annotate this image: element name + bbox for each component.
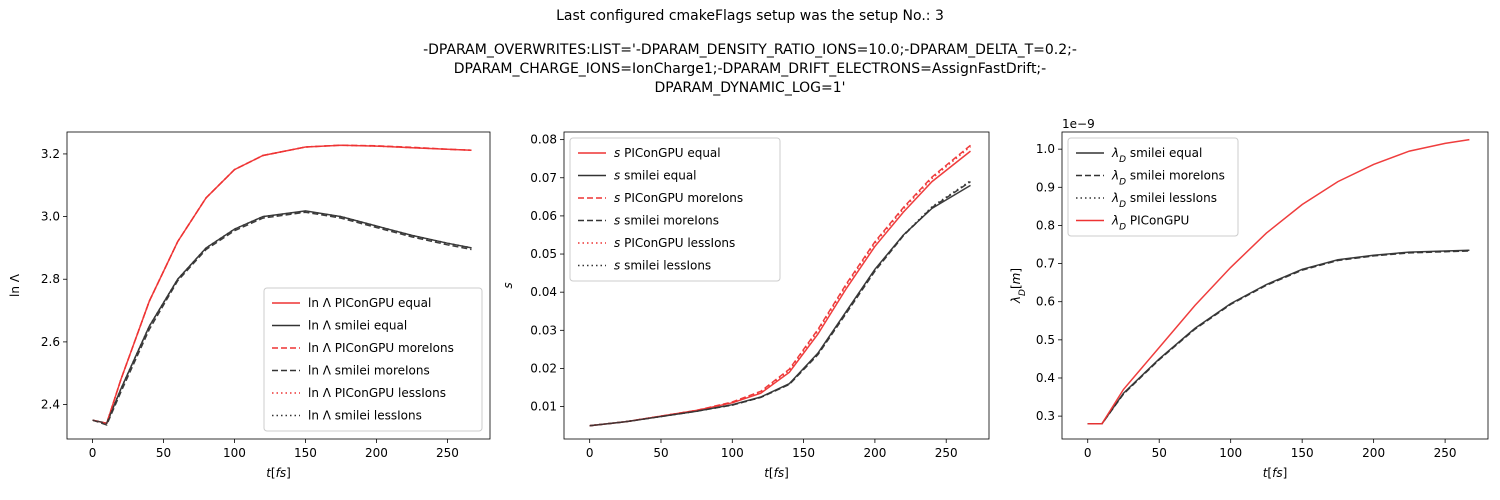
x-tick-label: 150 [294, 446, 317, 460]
legend: s PIConGPU equal s smilei equal s PIConGPU… [569, 137, 781, 282]
x-tick-label: 100 [1219, 446, 1242, 460]
series-group [589, 144, 971, 427]
x-axis-label: t[fs] [1263, 466, 1288, 480]
legend-entry-6: s smilei lessIons [614, 259, 711, 273]
legend-entry-5: ln Λ PIConGPU lessIons [308, 386, 446, 400]
legend-entry-2: λD smilei moreIons [1111, 169, 1225, 188]
y-tick-label: 2.6 [41, 335, 60, 349]
legend-entry-4: λD PIConGPU [1111, 214, 1189, 233]
series-line-4 [1087, 138, 1470, 425]
axes-frame [66, 131, 491, 440]
x-tick-label: 100 [721, 446, 744, 460]
axes-frame [1061, 131, 1489, 440]
offset-text: 1e−9 [1062, 117, 1095, 131]
series-line-3 [1087, 249, 1470, 425]
figure-title-line3: DPARAM_CHARGE_IONS=IonCharge1;-DPARAM_DR… [453, 61, 1047, 77]
series-line-5 [92, 144, 472, 425]
x-tick-label: 150 [792, 446, 815, 460]
y-axis-label: ln Λ [8, 273, 22, 297]
legend: λD smilei equal λD smilei moreIons λD smil… [1067, 137, 1239, 237]
series-group [1087, 138, 1470, 425]
legend-entry-3: λD smilei lessIons [1111, 191, 1217, 210]
series-group [92, 144, 472, 426]
axes-frame [563, 131, 990, 440]
legend-entry-1: s PIConGPU equal [614, 146, 721, 160]
y-tick-label: 3.0 [41, 210, 60, 224]
y-tick-label: 0.05 [530, 247, 557, 261]
y-tick-label: 0.6 [1036, 295, 1055, 309]
legend-entry-3: ln Λ PIConGPU moreIons [308, 341, 454, 355]
y-tick-label: 3.2 [41, 147, 60, 161]
legend-entry-4: s smilei moreIons [614, 214, 719, 228]
legend-entry-2: s smilei equal [614, 169, 697, 183]
x-tick-label: 0 [586, 446, 594, 460]
x-axis-label: t[fs] [764, 466, 789, 480]
legend-entry-2: ln Λ smilei equal [308, 319, 407, 333]
legend-entry-4: ln Λ smilei moreIons [308, 364, 430, 378]
y-tick-label: 2.8 [41, 272, 60, 286]
y-tick-label: 0.5 [1036, 333, 1055, 347]
series-line-6 [92, 210, 472, 425]
series-line-2 [1087, 250, 1470, 425]
x-axis-label: t[fs] [266, 466, 291, 480]
legend-entry-1: λD smilei equal [1111, 146, 1202, 165]
legend-entry-3: s PIConGPU moreIons [614, 191, 743, 205]
y-tick-label: 0.4 [1036, 371, 1055, 385]
y-axis-label: λD[m] [1009, 268, 1028, 304]
legend-entry-6: ln Λ smilei lessIons [308, 409, 422, 423]
x-tick-label: 200 [1362, 446, 1385, 460]
x-tick-label: 50 [156, 446, 171, 460]
legend-frame [1067, 137, 1239, 237]
y-tick-label: 1.0 [1036, 142, 1055, 156]
x-tick-label: 200 [365, 446, 388, 460]
y-tick-label: 0.06 [530, 209, 557, 223]
figure-title-line4: DPARAM_DYNAMIC_LOG=1' [654, 80, 846, 96]
x-tick-label: 0 [89, 446, 97, 460]
series-line-2 [589, 184, 971, 427]
legend-frame [569, 137, 781, 282]
x-tick-label: 100 [223, 446, 246, 460]
legend: ln Λ PIConGPU equal ln Λ smilei equal ln Λ… [263, 287, 483, 432]
y-tick-label: 0.07 [530, 171, 557, 185]
y-tick-label: 0.02 [530, 361, 557, 375]
series-line-1 [1087, 249, 1470, 425]
y-tick-label: 0.04 [530, 285, 557, 299]
y-tick-label: 0.03 [530, 323, 557, 337]
y-tick-label: 0.9 [1036, 180, 1055, 194]
x-tick-label: 200 [863, 446, 886, 460]
legend-entry-1: ln Λ PIConGPU equal [308, 296, 431, 310]
x-tick-label: 250 [935, 446, 958, 460]
y-tick-label: 0.3 [1036, 409, 1055, 423]
y-tick-label: 0.7 [1036, 257, 1055, 271]
x-tick-label: 150 [1291, 446, 1314, 460]
x-tick-label: 50 [1152, 446, 1167, 460]
chart-3: 0 50 100 150 200 250 0.3 0.4 0.5 0.6 0.7 0.8 0.9 1.0 t… [1009, 117, 1489, 480]
chart-2: 0 50 100 150 200 250 0.01 0.02 0.03 0.04 0.05 0.06 0… [501, 131, 990, 480]
chart-1: 0 50 100 150 200 250 2.4 2.6 2.8 3.0 3.2 t[fs] ln Λ l… [8, 131, 491, 480]
x-tick-label: 50 [653, 446, 668, 460]
legend-entry-5: s PIConGPU lessIons [614, 236, 735, 250]
y-tick-label: 0.08 [530, 133, 557, 147]
y-tick-label: 0.8 [1036, 218, 1055, 232]
x-tick-label: 250 [436, 446, 459, 460]
y-axis-label: s [501, 282, 515, 288]
figure-title-line2: -DPARAM_OVERWRITES:LIST='-DPARAM_DENSITY… [423, 42, 1077, 58]
figure-title-line1: Last configured cmakeFlags setup was the… [556, 8, 944, 24]
x-tick-label: 250 [1434, 446, 1457, 460]
y-tick-label: 0.01 [530, 400, 557, 414]
y-tick-label: 2.4 [41, 398, 60, 412]
legend-frame [263, 287, 483, 432]
x-tick-label: 0 [1084, 446, 1092, 460]
